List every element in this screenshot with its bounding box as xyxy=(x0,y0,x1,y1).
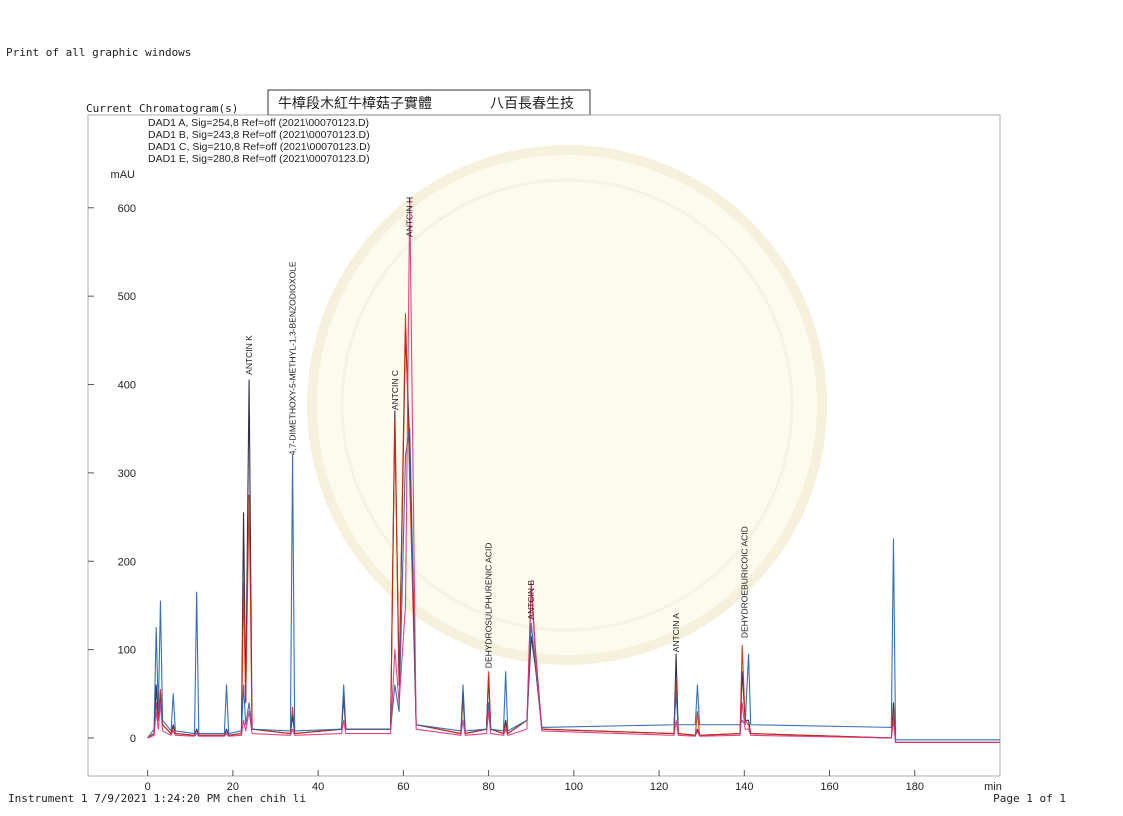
sample-box xyxy=(267,89,591,116)
x-tick-label: 160 xyxy=(820,781,838,793)
x-tick-label: 40 xyxy=(312,781,324,793)
x-tick-label: 60 xyxy=(397,781,409,793)
y-axis-label: mAU xyxy=(111,169,136,181)
watermark-circle xyxy=(307,145,827,665)
peak-label: ANTCIN C xyxy=(390,370,400,410)
x-tick-label: 100 xyxy=(565,781,583,793)
footer-right: Page 1 of 1 xyxy=(993,792,1066,805)
sample-name: 牛樟段木紅牛樟菇子實體 xyxy=(278,95,432,112)
x-tick-label: 140 xyxy=(735,781,753,793)
peak-label: 4,7-DIMETHOXY-5-METHYL-1,3-BENZODIOXOLE xyxy=(288,261,298,455)
y-tick-label: 100 xyxy=(118,645,136,657)
x-tick-label: 180 xyxy=(906,781,924,793)
section-label: Current Chromatogram(s) xyxy=(86,102,238,115)
y-tick-label: 600 xyxy=(118,203,136,215)
y-tick-label: 0 xyxy=(130,733,136,745)
x-tick-label: 80 xyxy=(482,781,494,793)
plot: mAU min 0 100 200 300 400 500 600 0 20 40 60 80 100 120… xyxy=(88,117,1002,793)
legend-entry: DAD1 A, Sig=254,8 Ref=off (2021\00070123… xyxy=(148,117,369,129)
peak-label: DEHYDROEBURICOIC ACID xyxy=(739,526,749,638)
y-tick-label: 200 xyxy=(118,556,136,568)
legend-entry: DAD1 C, Sig=210,8 Ref=off (2021\00070123… xyxy=(148,141,370,153)
peak-label: ANTCIN K xyxy=(244,335,254,375)
watermark xyxy=(307,145,827,665)
y-tick-label: 400 xyxy=(118,380,136,392)
plot-frame xyxy=(87,114,1001,777)
peak-label: ANTCIN A xyxy=(671,613,681,653)
legend-entry: DAD1 B, Sig=243,8 Ref=off (2021\00070123… xyxy=(148,129,370,141)
peak-label: ANTCIN H xyxy=(405,197,415,237)
sample-company: 八百長春生技 xyxy=(490,96,574,112)
x-tick-label: 0 xyxy=(145,781,151,793)
peak-label: DEHYDROSULPHURENIC ACID xyxy=(484,543,494,669)
watermark-ring xyxy=(340,178,794,632)
y-tick-label: 300 xyxy=(118,468,136,480)
x-tick-label: 120 xyxy=(650,781,668,793)
series-line xyxy=(147,198,1000,743)
y-tick-label: 500 xyxy=(118,291,136,303)
legend-entry: DAD1 E, Sig=280,8 Ref=off (2021\00070123… xyxy=(148,153,370,165)
peak-label: ANTCIN B xyxy=(526,580,536,620)
footer-left: Instrument 1 7/9/2021 1:24:20 PM chen ch… xyxy=(8,792,306,805)
x-axis-label: min xyxy=(984,781,1002,793)
header: Print of all graphic windows xyxy=(6,46,191,59)
x-tick-label: 20 xyxy=(227,781,239,793)
